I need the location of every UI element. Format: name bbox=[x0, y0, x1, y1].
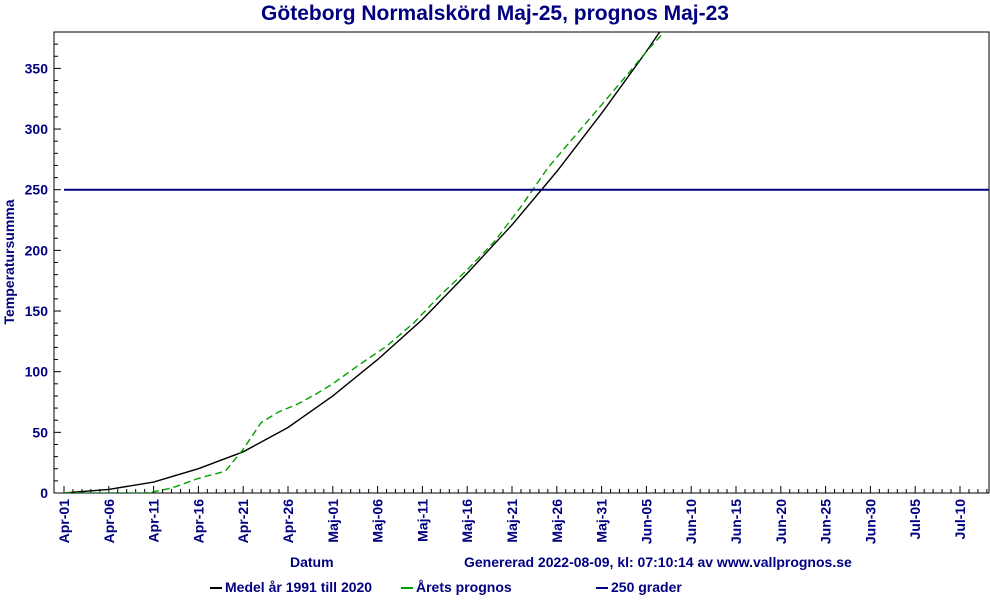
chart-title: Göteborg Normalskörd Maj-25, prognos Maj… bbox=[261, 2, 729, 25]
x-tick-label: Maj-06 bbox=[370, 499, 386, 543]
legend-label-medel: Medel år 1991 till 2020 bbox=[225, 579, 373, 595]
x-tick-label: Maj-31 bbox=[594, 499, 610, 543]
generated-footer: Genererad 2022-08-09, kl: 07:10:14 av ww… bbox=[464, 554, 852, 570]
y-axis-label: Temperatursumma bbox=[1, 199, 17, 324]
legend-label-prognos: Årets prognos bbox=[416, 579, 512, 595]
x-tick-label: Apr-01 bbox=[56, 499, 72, 544]
y-tick-label: 150 bbox=[25, 303, 49, 319]
legend-label-250: 250 grader bbox=[611, 579, 682, 595]
x-axis-label: Datum bbox=[290, 554, 334, 570]
y-axis: 0 50 100 150 200 250 300 350 bbox=[25, 31, 61, 501]
y-tick-label: 0 bbox=[40, 485, 48, 501]
legend-swatch-250 bbox=[596, 587, 608, 590]
x-tick-label: Jun-25 bbox=[818, 499, 834, 544]
x-tick-label: Jul-10 bbox=[952, 499, 968, 540]
x-tick-label: Jun-30 bbox=[862, 499, 878, 544]
legend-item-prognos: Årets prognos bbox=[401, 579, 512, 595]
x-tick-label: Apr-11 bbox=[146, 499, 162, 543]
x-tick-label: Maj-26 bbox=[549, 499, 565, 543]
legend-swatch-medel bbox=[210, 587, 222, 590]
series-line-0 bbox=[63, 32, 661, 493]
x-tick-label: Apr-06 bbox=[101, 499, 117, 544]
x-tick-label: Maj-16 bbox=[459, 499, 475, 543]
y-tick-label: 200 bbox=[25, 242, 49, 258]
x-tick-label: Apr-26 bbox=[280, 499, 296, 544]
legend-item-medel: Medel år 1991 till 2020 bbox=[210, 579, 372, 595]
legend-item-250: 250 grader bbox=[596, 579, 682, 595]
x-tick-label: Jun-20 bbox=[773, 499, 789, 544]
y-tick-label: 250 bbox=[25, 182, 49, 198]
x-tick-label: Apr-16 bbox=[190, 499, 206, 544]
x-axis: Apr-01 Apr-06 Apr-11 Apr-16 Apr-21 Apr-26 Maj-… bbox=[56, 486, 990, 544]
y-tick-label: 300 bbox=[25, 121, 49, 137]
series-line-1 bbox=[64, 32, 666, 493]
legend-swatch-prognos bbox=[401, 587, 413, 590]
x-tick-label: Apr-21 bbox=[235, 499, 251, 544]
x-tick-label: Jun-10 bbox=[683, 499, 699, 544]
x-tick-label: Jun-15 bbox=[728, 499, 744, 544]
x-tick-label: Jul-14 bbox=[988, 499, 990, 540]
plot-area bbox=[53, 31, 990, 494]
x-tick-label: Maj-01 bbox=[325, 499, 341, 543]
x-tick-label: Maj-11 bbox=[414, 499, 430, 542]
x-tick-label: Jul-05 bbox=[907, 499, 923, 540]
y-tick-label: 100 bbox=[25, 364, 49, 380]
y-tick-label: 350 bbox=[25, 60, 49, 76]
x-tick-label: Maj-21 bbox=[504, 499, 520, 543]
series-group bbox=[63, 32, 989, 493]
y-tick-label: 50 bbox=[32, 424, 48, 440]
x-tick-label: Jun-05 bbox=[638, 499, 654, 544]
